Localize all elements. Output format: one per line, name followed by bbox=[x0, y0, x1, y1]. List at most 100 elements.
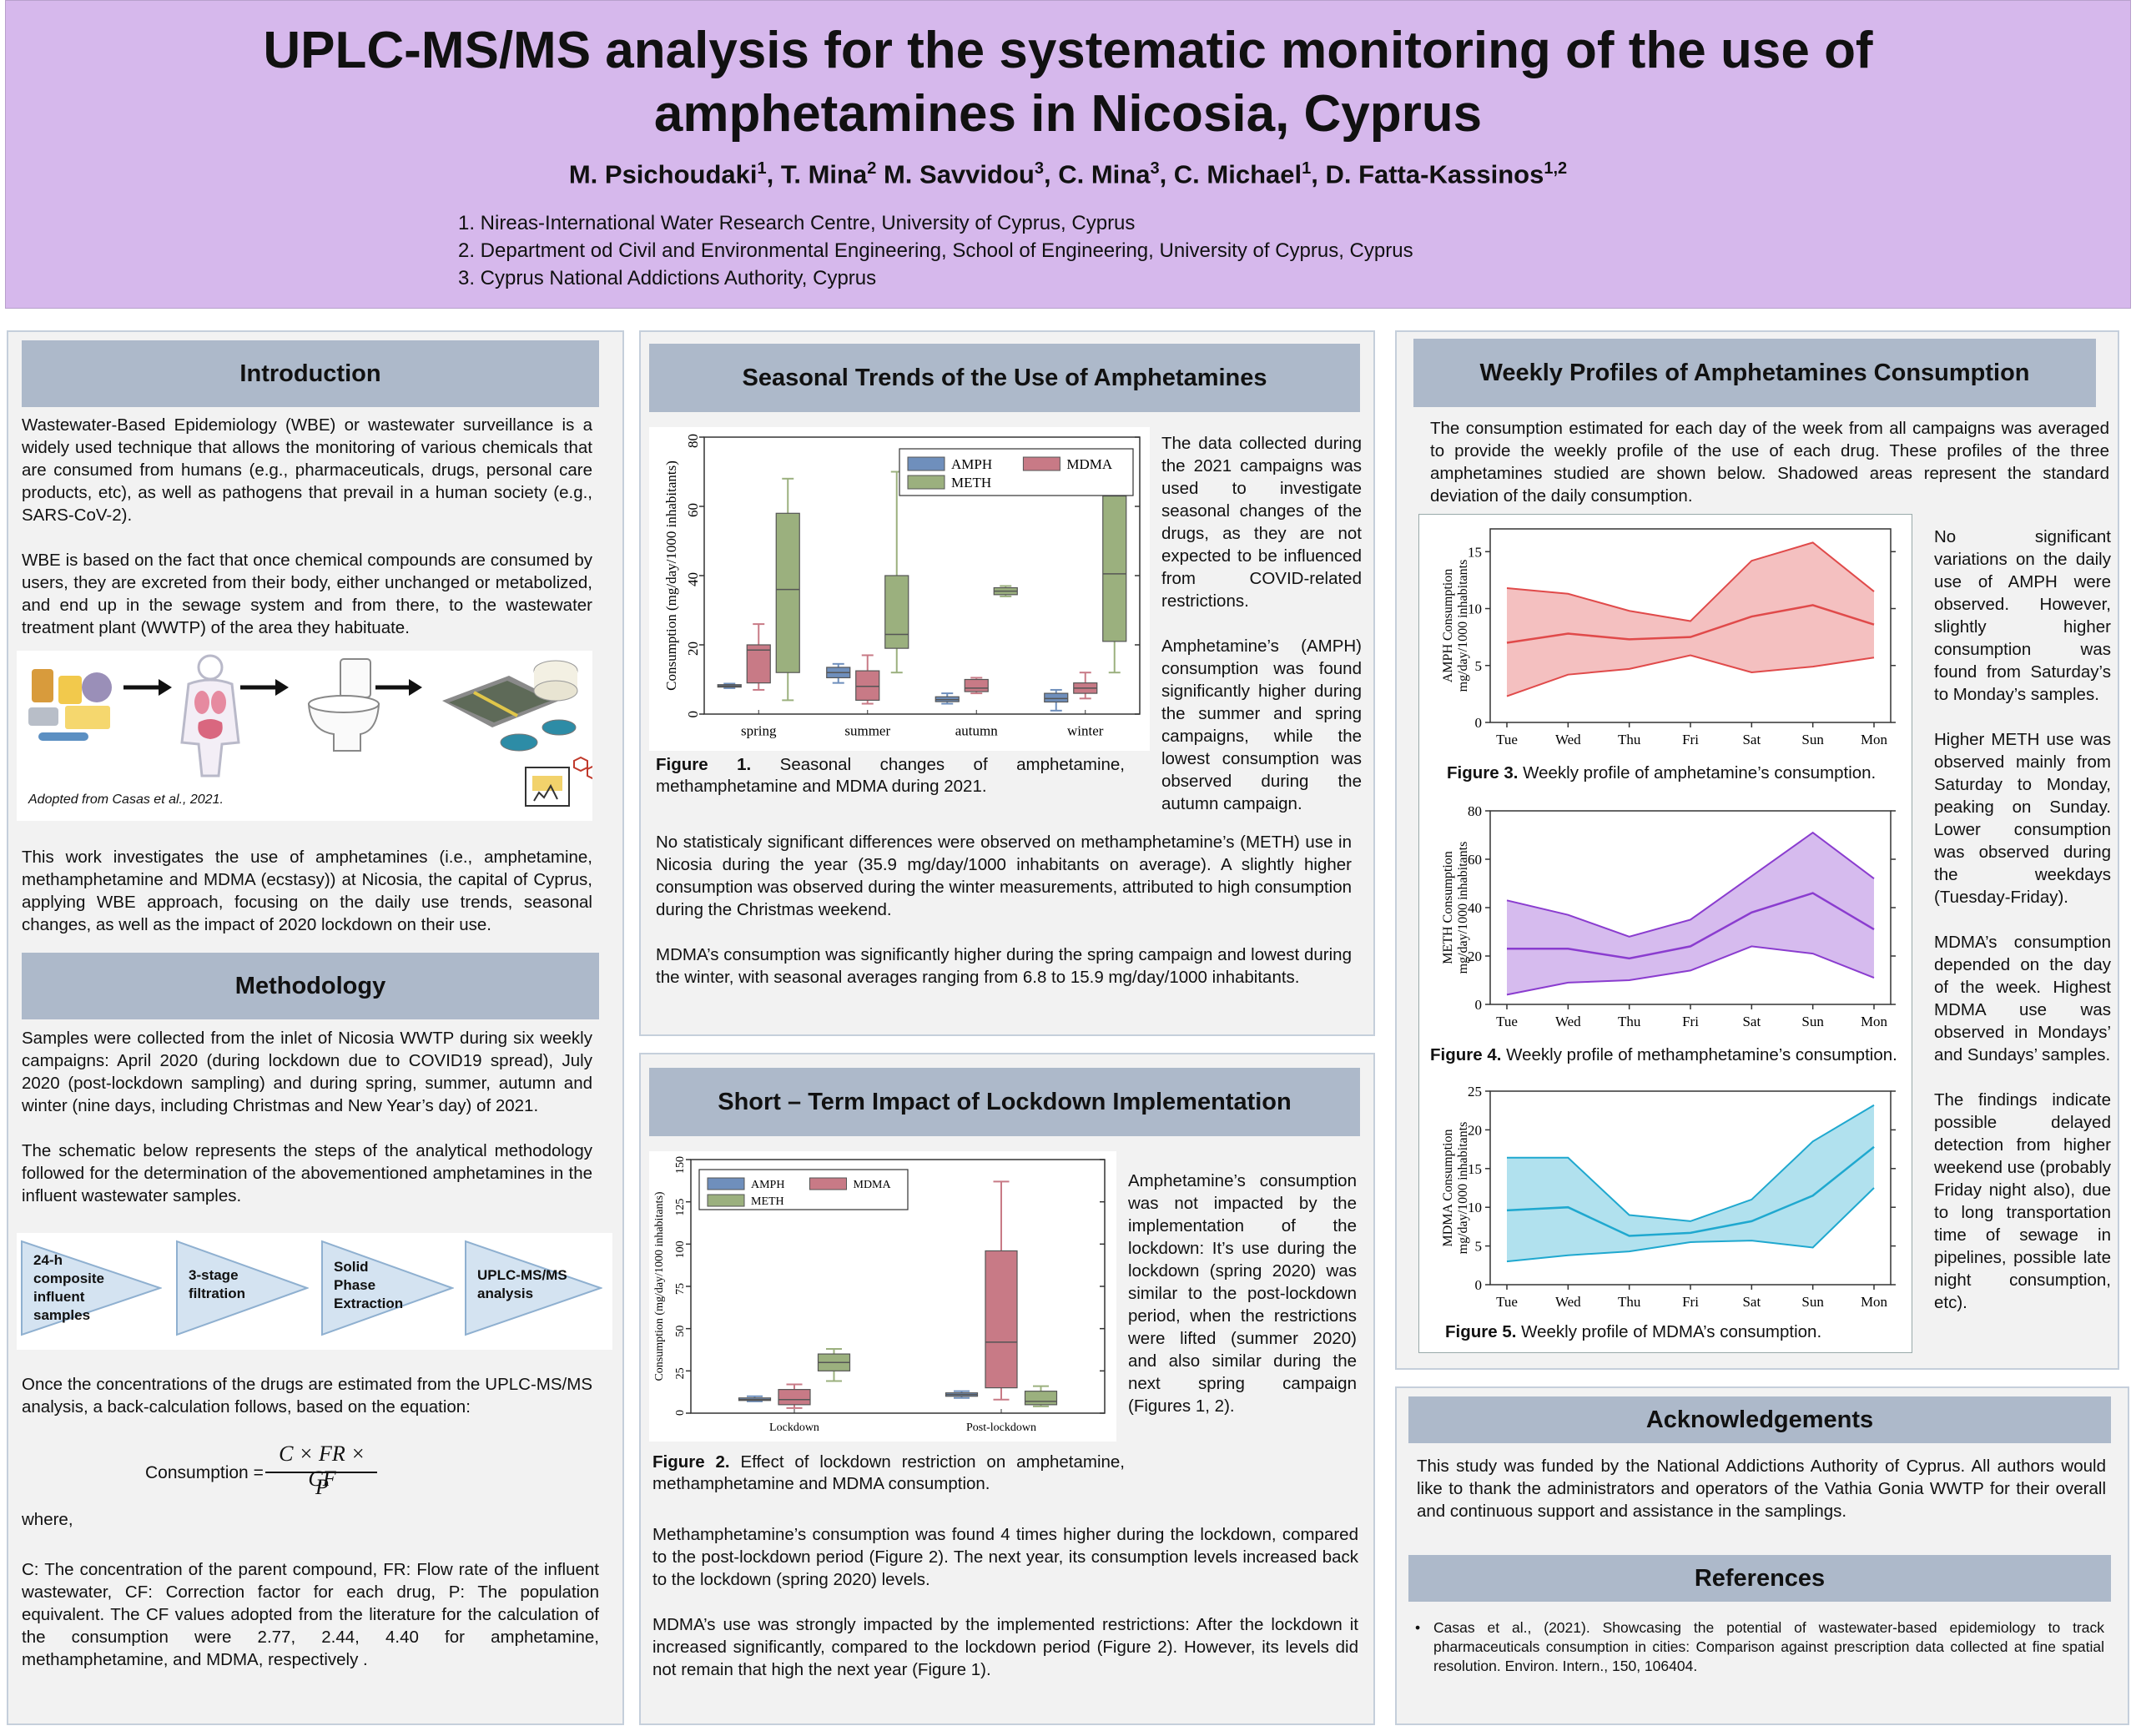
affiliation-2: 2. Department od Civil and Environmental… bbox=[458, 239, 1413, 262]
y-tick-label: 40 bbox=[685, 572, 701, 586]
x-tick-label: spring bbox=[741, 723, 777, 739]
x-tick-label: Tue bbox=[1496, 732, 1518, 747]
y-tick-label: 15 bbox=[1468, 1161, 1482, 1177]
y-tick-label: 5 bbox=[1475, 658, 1483, 674]
arrow-icon bbox=[240, 679, 289, 696]
y-tick-label: 60 bbox=[685, 503, 701, 517]
figure-1-caption: Figure 1. Seasonal changes of amphetamin… bbox=[656, 755, 1126, 796]
y-tick-label: 80 bbox=[685, 434, 701, 448]
methodology-heading: Methodology bbox=[22, 953, 599, 1019]
legend-label: MDMA bbox=[854, 1179, 892, 1191]
seasonal-heading: Seasonal Trends of the Use of Amphetamin… bbox=[649, 344, 1360, 412]
author-name: D. Fatta-Kassinos bbox=[1325, 159, 1544, 189]
x-tick-label: Sat bbox=[1742, 1294, 1761, 1310]
equation-denominator: P bbox=[315, 1475, 329, 1499]
box-body bbox=[1024, 1391, 1058, 1406]
figure-2-box: 0 25 50 75 100 125 150 Consumption (mg/day/1000… bbox=[649, 1151, 1116, 1442]
y-tick-label: 150 bbox=[674, 1156, 687, 1174]
intro-paragraph-1: Wastewater-Based Epidemiology (WBE) or w… bbox=[22, 415, 592, 525]
x-tick-label: Mon bbox=[1861, 1294, 1888, 1310]
figure-2-caption: Figure 2. Effect of lockdown restriction… bbox=[652, 1452, 1125, 1493]
acknowledgements-heading: Acknowledgements bbox=[1408, 1396, 2111, 1443]
methodology-paragraph-4: C: The concentration of the parent compo… bbox=[22, 1560, 599, 1669]
author-affiliation-mark: 1,2 bbox=[1544, 159, 1568, 178]
pipeline-step-filtration: 3-stage filtration bbox=[175, 1233, 310, 1341]
y-tick-label: 20 bbox=[1468, 949, 1482, 964]
mean-line bbox=[1507, 892, 1875, 960]
lockdown-side-paragraph-1: Amphetamine’s consumption was not impact… bbox=[1128, 1171, 1357, 1416]
x-tick-label: Tue bbox=[1496, 1014, 1518, 1029]
author-list: M. Psichoudaki1, T. Mina2 M. Savvidou3, … bbox=[568, 159, 1568, 189]
y-tick-label: 0 bbox=[1475, 715, 1483, 731]
legend-label: METH bbox=[951, 475, 991, 491]
seasonal-paragraph-2: MDMA’s consumption was significantly hig… bbox=[656, 945, 1352, 987]
pipeline-step-uplc: UPLC-MS/MS analysis bbox=[464, 1233, 604, 1341]
y-tick-label: 50 bbox=[674, 1326, 687, 1337]
lower-bound-line bbox=[1506, 654, 1875, 697]
lockdown-paragraph-1: Methamphetamine’s consumption was found … bbox=[652, 1525, 1358, 1589]
y-tick-label: 0 bbox=[1475, 1277, 1483, 1293]
legend-swatch bbox=[907, 475, 945, 490]
x-tick-label: winter bbox=[1067, 723, 1104, 739]
x-tick-label: Thu bbox=[1618, 1014, 1641, 1029]
figure-credit: Adopted from Casas et al., 2021. bbox=[28, 793, 224, 807]
author-affiliation-mark: 1 bbox=[1302, 159, 1312, 178]
wbe-schematic-illustration bbox=[28, 654, 602, 807]
affiliations: 1. Nireas-International Water Research C… bbox=[458, 209, 1413, 292]
box-body bbox=[1044, 692, 1069, 703]
legend-swatch bbox=[809, 1177, 847, 1190]
poster-title: UPLC-MS/MS analysis for the systematic m… bbox=[263, 22, 1873, 143]
references-heading: References bbox=[1408, 1555, 2111, 1602]
y-axis-label: mg/day/1000 inhabitants bbox=[1456, 1122, 1470, 1255]
x-tick-label: Sat bbox=[1742, 732, 1761, 747]
upper-bound-line bbox=[1507, 1104, 1875, 1222]
figure-3-chart: 0 5 10 15 Tue Wed Thu Fri Sat Sun Mon AMPH Consumpt… bbox=[1441, 528, 1896, 747]
equation-where: where, bbox=[22, 1510, 73, 1529]
author-name: C. Michael bbox=[1173, 159, 1302, 189]
intro-paragraph-2: WBE is based on the fact that once chemi… bbox=[22, 551, 592, 637]
box-body bbox=[884, 575, 909, 649]
methodology-paragraph-2: The schematic below represents the steps… bbox=[22, 1141, 592, 1205]
plot-frame bbox=[1489, 810, 1892, 1005]
arrow-icon bbox=[123, 679, 172, 696]
x-tick-label: Mon bbox=[1861, 1014, 1888, 1029]
x-tick-label: Tue bbox=[1496, 1294, 1518, 1310]
weekly-side-text: No significant variations on the daily u… bbox=[1934, 526, 2111, 1314]
pipeline-arrow-shape bbox=[321, 1240, 455, 1336]
legend-swatch bbox=[707, 1177, 745, 1190]
y-tick-label: 0 bbox=[1475, 997, 1483, 1013]
y-tick-label: 100 bbox=[674, 1240, 687, 1258]
pipeline-arrow-shape bbox=[21, 1240, 164, 1336]
x-tick-label: Wed bbox=[1555, 1294, 1581, 1310]
figure-1-chart: 0 20 40 60 80 Consumption (mg/day/1000 inhabi… bbox=[663, 434, 1141, 739]
poster-header: UPLC-MS/MS analysis for the systematic m… bbox=[5, 0, 2131, 309]
legend-label: AMPH bbox=[951, 456, 992, 472]
box-body bbox=[964, 678, 989, 692]
weekly-intro-text: The consumption estimated for each day o… bbox=[1430, 417, 2109, 507]
legend-label: AMPH bbox=[751, 1179, 784, 1191]
y-tick-label: 15 bbox=[1468, 544, 1482, 560]
upper-bound-line bbox=[1506, 541, 1875, 622]
y-tick-label: 40 bbox=[1468, 900, 1482, 916]
pipeline-arrow-shape bbox=[176, 1240, 310, 1336]
equation-label: Consumption = bbox=[145, 1463, 264, 1482]
x-tick-label: Thu bbox=[1618, 1294, 1641, 1310]
acknowledgements-text: This study was funded by the National Ad… bbox=[1417, 1455, 2106, 1522]
introduction-heading: Introduction bbox=[22, 340, 599, 407]
y-tick-label: 80 bbox=[1468, 803, 1482, 819]
methodology-paragraph-3: Once the concentrations of the drugs are… bbox=[22, 1375, 592, 1416]
x-tick-label: Thu bbox=[1618, 732, 1641, 747]
methodology-text-3: C: The concentration of the parent compo… bbox=[22, 1558, 599, 1671]
author-name: T. Mina bbox=[780, 159, 868, 189]
pipeline-step-sampling: 24-h composite influent samples bbox=[20, 1233, 164, 1341]
x-tick-label: Sun bbox=[1801, 1294, 1824, 1310]
methodology-pipeline: 24-h composite influent samples 3-stage … bbox=[17, 1233, 612, 1350]
x-tick-label: Sun bbox=[1801, 732, 1824, 747]
x-tick-label: Mon bbox=[1861, 732, 1888, 747]
lockdown-main-text: Methamphetamine’s consumption was found … bbox=[652, 1523, 1358, 1681]
left-column-panel bbox=[7, 330, 624, 1725]
y-tick-label: 10 bbox=[1468, 1200, 1482, 1215]
author-affiliation-mark: 2 bbox=[867, 159, 877, 178]
y-tick-label: 25 bbox=[674, 1367, 687, 1379]
methodology-text-1: Samples were collected from the inlet of… bbox=[22, 1027, 592, 1207]
